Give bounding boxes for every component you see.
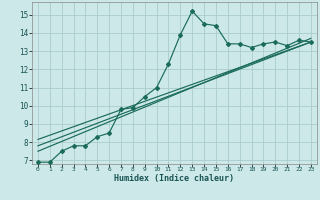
X-axis label: Humidex (Indice chaleur): Humidex (Indice chaleur) <box>115 174 234 183</box>
